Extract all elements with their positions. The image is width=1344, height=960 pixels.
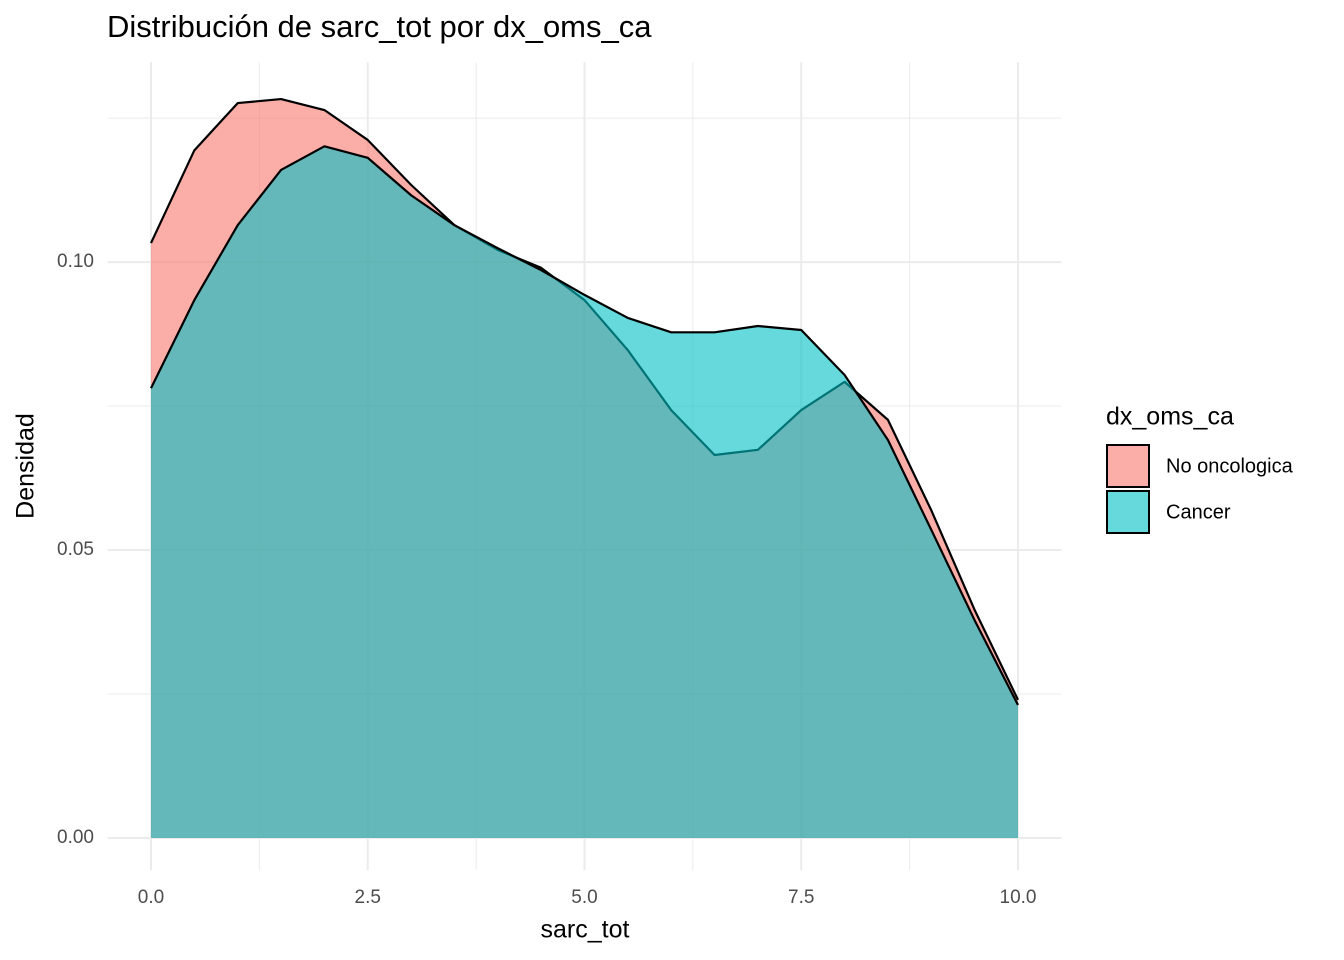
legend-label: No oncologica: [1166, 455, 1294, 477]
y-axis-title: Densidad: [12, 413, 40, 519]
y-tick-label: 0.10: [57, 251, 94, 272]
x-tick-label: 5.0: [571, 887, 597, 908]
x-tick-label: 2.5: [355, 887, 381, 908]
y-tick-label: 0.05: [57, 539, 94, 560]
legend-key: [1106, 490, 1150, 534]
x-tick-label: 10.0: [1000, 887, 1037, 908]
legend-label: Cancer: [1166, 501, 1231, 523]
x-tick-label: 7.5: [788, 887, 814, 908]
legend-key: [1106, 444, 1150, 488]
y-tick-label: 0.00: [57, 827, 94, 848]
x-axis-title: sarc_tot: [541, 916, 630, 944]
x-tick-label: 0.0: [138, 887, 164, 908]
legend-title: dx_oms_ca: [1106, 403, 1234, 431]
chart-title: Distribución de sarc_tot por dx_oms_ca: [107, 9, 652, 44]
density-line: [150, 145, 1019, 706]
density-area: [151, 146, 1018, 839]
